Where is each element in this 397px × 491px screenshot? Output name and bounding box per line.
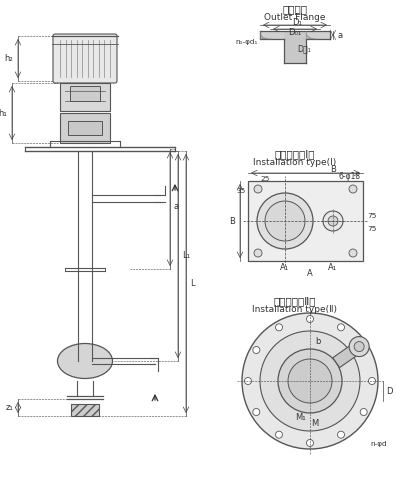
Circle shape	[276, 324, 283, 331]
Circle shape	[257, 193, 313, 249]
Polygon shape	[260, 31, 284, 39]
Text: B: B	[330, 164, 336, 173]
Text: A₁: A₁	[280, 264, 289, 273]
Text: 安装形式（Ⅱ）: 安装形式（Ⅱ）	[274, 296, 316, 306]
Circle shape	[260, 331, 360, 431]
Text: a: a	[337, 30, 342, 39]
Text: n-φd: n-φd	[370, 441, 387, 447]
Text: D: D	[386, 386, 393, 395]
Bar	[248, 181, 363, 261]
Text: b: b	[315, 336, 320, 346]
Circle shape	[253, 347, 260, 354]
Circle shape	[306, 316, 314, 323]
Circle shape	[254, 185, 262, 193]
Circle shape	[360, 409, 367, 415]
Text: n₁-φd₁: n₁-φd₁	[236, 39, 258, 45]
Circle shape	[242, 313, 378, 449]
Text: B: B	[229, 217, 235, 225]
Polygon shape	[306, 31, 330, 39]
Text: 35: 35	[237, 188, 246, 194]
Circle shape	[349, 249, 357, 257]
Bar	[60, 113, 110, 143]
Circle shape	[354, 342, 364, 352]
Circle shape	[349, 185, 357, 193]
Text: h₁: h₁	[0, 109, 7, 117]
Text: Installation type(Ⅱ): Installation type(Ⅱ)	[252, 304, 337, 313]
Bar	[60, 83, 110, 111]
Text: L: L	[190, 279, 195, 288]
Circle shape	[276, 431, 283, 438]
Bar	[70, 86, 100, 101]
Circle shape	[254, 249, 262, 257]
Circle shape	[337, 431, 345, 438]
Circle shape	[360, 347, 367, 354]
Circle shape	[368, 378, 376, 384]
Polygon shape	[333, 342, 362, 368]
Text: D₁: D₁	[292, 18, 302, 27]
Text: Outlet Flange: Outlet Flange	[264, 12, 326, 22]
Circle shape	[349, 337, 369, 356]
Bar	[68, 121, 102, 135]
Text: 安装形式（Ⅰ）: 安装形式（Ⅰ）	[275, 149, 315, 159]
FancyBboxPatch shape	[53, 34, 117, 83]
Text: 75: 75	[367, 226, 376, 232]
Circle shape	[337, 324, 345, 331]
Circle shape	[328, 216, 338, 226]
Circle shape	[245, 378, 252, 384]
Circle shape	[265, 201, 305, 241]
Circle shape	[288, 359, 332, 403]
Text: a: a	[174, 201, 179, 211]
Bar	[71, 404, 99, 416]
Text: M₁: M₁	[295, 413, 305, 422]
Ellipse shape	[58, 344, 112, 379]
Text: 75: 75	[367, 213, 376, 219]
Circle shape	[253, 409, 260, 415]
Text: M: M	[311, 418, 319, 428]
Text: 出口法兰: 出口法兰	[283, 4, 308, 14]
Circle shape	[278, 349, 342, 413]
Circle shape	[306, 439, 314, 446]
Text: 25: 25	[260, 176, 270, 182]
Text: A: A	[307, 270, 313, 278]
Text: L₁: L₁	[182, 251, 190, 261]
Text: 6-φ18: 6-φ18	[339, 171, 361, 181]
Text: D𝑒₁: D𝑒₁	[297, 45, 311, 54]
Text: D₀₁: D₀₁	[288, 27, 302, 36]
Circle shape	[323, 211, 343, 231]
Text: Installation type(Ⅰ): Installation type(Ⅰ)	[253, 158, 337, 166]
Text: z₁: z₁	[5, 404, 13, 412]
Text: h₂: h₂	[4, 54, 13, 63]
Text: A₁: A₁	[328, 264, 337, 273]
Polygon shape	[284, 31, 306, 63]
